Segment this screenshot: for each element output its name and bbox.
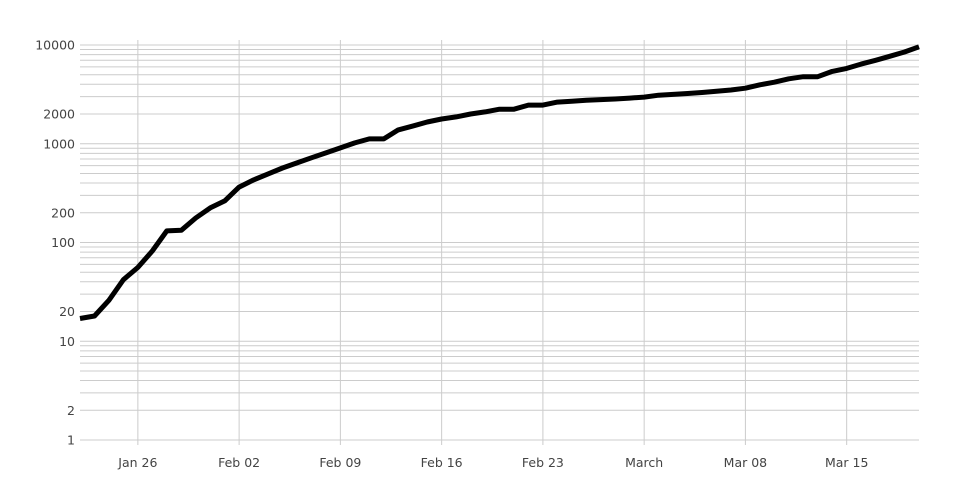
y-tick-label: 2	[67, 403, 75, 418]
x-tick-label: Jan 26	[117, 455, 157, 470]
x-tick-label: Feb 23	[522, 455, 564, 470]
y-tick-label: 10000	[35, 38, 75, 53]
y-tick-label: 10	[59, 334, 75, 349]
y-tick-label: 1000	[43, 136, 75, 151]
y-tick-label: 100	[51, 235, 75, 250]
x-tick-label: Feb 09	[319, 455, 361, 470]
x-tick-label: Feb 02	[218, 455, 260, 470]
x-tick-label: March	[625, 455, 663, 470]
y-tick-label: 200	[51, 205, 75, 220]
y-axis: 1 2 10 20 100 200 1000 2000 10000	[35, 38, 75, 448]
grid	[80, 40, 919, 445]
y-tick-label: 2000	[43, 107, 75, 122]
x-tick-label: Feb 16	[421, 455, 463, 470]
y-tick-label: 1	[67, 433, 75, 448]
x-tick-label: Mar 15	[825, 455, 868, 470]
y-tick-label: 20	[59, 304, 75, 319]
x-tick-label: Mar 08	[724, 455, 768, 470]
x-axis: Jan 26 Feb 02 Feb 09 Feb 16 Feb 23 March Mar 0…	[117, 455, 868, 470]
